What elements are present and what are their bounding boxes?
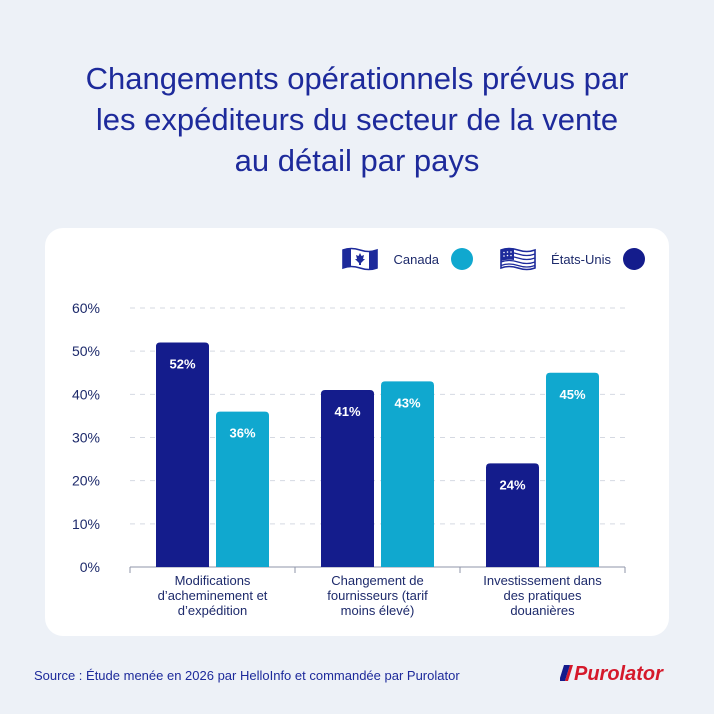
y-tick-label: 0% xyxy=(80,559,100,575)
data-label: 36% xyxy=(229,426,255,441)
bar xyxy=(216,411,269,567)
legend-item-canada: Canada xyxy=(341,246,474,272)
bar-chart: 0%10%20%30%40%50%60%52%36%Modificationsd… xyxy=(72,300,626,618)
category-label: Investissement dans xyxy=(483,573,602,588)
category-label: Changement de xyxy=(331,573,424,588)
usa-flag-icon xyxy=(500,247,536,271)
legend: Canada États-Unis xyxy=(315,246,645,272)
bar xyxy=(486,463,539,567)
y-tick-label: 60% xyxy=(72,300,100,316)
data-label: 24% xyxy=(499,477,525,492)
y-tick-label: 50% xyxy=(72,343,100,359)
bar xyxy=(156,342,209,567)
legend-swatch-usa xyxy=(623,248,645,270)
purolator-logo: Purolator xyxy=(560,663,664,685)
canada-flag-icon xyxy=(342,247,379,271)
category-label: des pratiques xyxy=(503,588,582,603)
data-label: 41% xyxy=(334,404,360,419)
data-label: 45% xyxy=(559,387,585,402)
legend-swatch-canada xyxy=(451,248,474,270)
y-tick-label: 10% xyxy=(72,516,100,532)
y-tick-label: 20% xyxy=(72,473,100,489)
legend-item-usa: États-Unis xyxy=(499,246,645,272)
legend-label-canada: Canada xyxy=(393,251,440,267)
category-label: d’acheminement et xyxy=(158,588,268,603)
category-label: d’expédition xyxy=(178,603,247,618)
y-tick-label: 40% xyxy=(72,386,100,402)
category-label: Modifications xyxy=(175,573,251,588)
data-label: 43% xyxy=(394,395,420,410)
title-line-3: au détail par pays xyxy=(234,143,480,178)
bar xyxy=(546,372,599,567)
legend-label-usa: États-Unis xyxy=(551,251,611,267)
chart-card: 0% 10% 20% 30% 40% 50% 60% 52% 36% Modifications d… xyxy=(45,228,669,636)
chart-title: Changements opérationnels prévus par les… xyxy=(30,58,684,181)
category-label: moins élevé) xyxy=(341,603,415,618)
data-label: 52% xyxy=(169,357,195,372)
bar xyxy=(321,390,374,567)
y-tick-label: 30% xyxy=(72,430,100,446)
title-line-1: Changements opérationnels prévus par xyxy=(85,61,629,96)
category-label: fournisseurs (tarif xyxy=(327,588,428,603)
title-line-2: les expéditeurs du secteur de la vente xyxy=(95,102,619,137)
bar xyxy=(381,381,434,567)
source-note: Source : Étude menée en 2026 par HelloIn… xyxy=(34,668,460,683)
logo-text: Purolator xyxy=(574,663,664,685)
category-label: douanières xyxy=(510,603,575,618)
